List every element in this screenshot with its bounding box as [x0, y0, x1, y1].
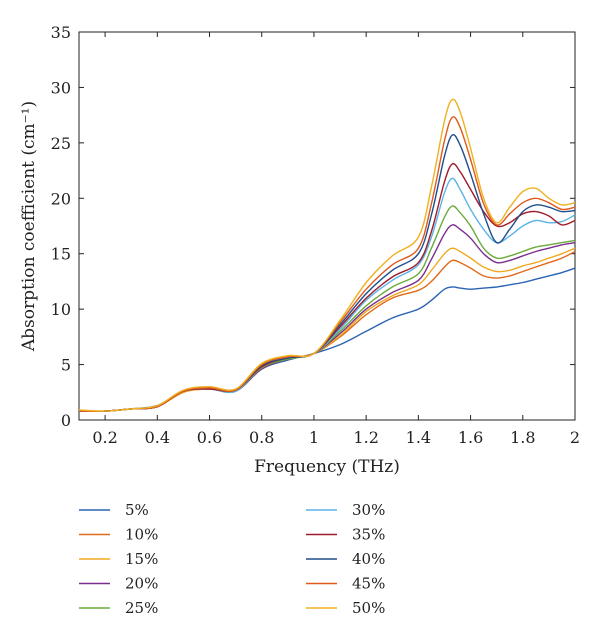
x-tick-label: 1.4 — [406, 428, 431, 447]
legend-label: 30% — [352, 501, 385, 519]
y-tick-label: 5 — [61, 356, 71, 375]
series-line-15pct — [78, 247, 576, 412]
x-tick-label: 1.6 — [458, 428, 483, 447]
series-line-50pct — [78, 98, 576, 412]
x-tick-label: 0.6 — [197, 428, 222, 447]
x-tick-label: 1.8 — [510, 428, 535, 447]
legend-label: 45% — [352, 575, 385, 593]
x-tick-label: 0.2 — [92, 428, 117, 447]
x-tick-label: 1 — [309, 428, 319, 447]
y-axis-title: Absorption coefficient (cm⁻¹) — [19, 101, 39, 352]
series-line-35pct — [78, 162, 576, 412]
legend: 5% 10% 15% 20% 25% 30% 35% 40% 45% 50% — [79, 501, 385, 617]
series-line-20pct — [78, 224, 576, 412]
legend-label: 10% — [125, 526, 158, 544]
series-line-30pct — [78, 177, 576, 412]
series-line-40pct — [78, 134, 576, 412]
y-tick-label: 20 — [51, 189, 71, 208]
y-tick-label: 10 — [51, 300, 71, 319]
y-tick-label: 25 — [51, 134, 71, 153]
y-tick-label: 0 — [61, 411, 71, 430]
legend-label: 20% — [125, 575, 158, 593]
x-axis-title: Frequency (THz) — [254, 457, 400, 477]
y-tick-label: 15 — [51, 245, 71, 264]
x-tick-label: 0.8 — [249, 428, 274, 447]
series-line-10pct — [78, 250, 576, 412]
legend-label: 50% — [352, 599, 385, 617]
x-tick-label: 0.4 — [145, 428, 170, 447]
series-lines — [78, 98, 576, 412]
legend-label: 25% — [125, 599, 158, 617]
x-tick-label: 2 — [570, 428, 580, 447]
legend-label: 5% — [125, 501, 149, 519]
legend-label: 40% — [352, 550, 385, 568]
plot-frame — [78, 31, 576, 421]
legend-label: 35% — [352, 526, 385, 544]
series-line-25pct — [78, 205, 576, 412]
y-tick-label: 30 — [51, 78, 71, 97]
legend-label: 15% — [125, 550, 158, 568]
x-tick-label: 1.2 — [353, 428, 378, 447]
y-tick-label: 35 — [51, 23, 71, 42]
series-line-45pct — [78, 116, 576, 412]
